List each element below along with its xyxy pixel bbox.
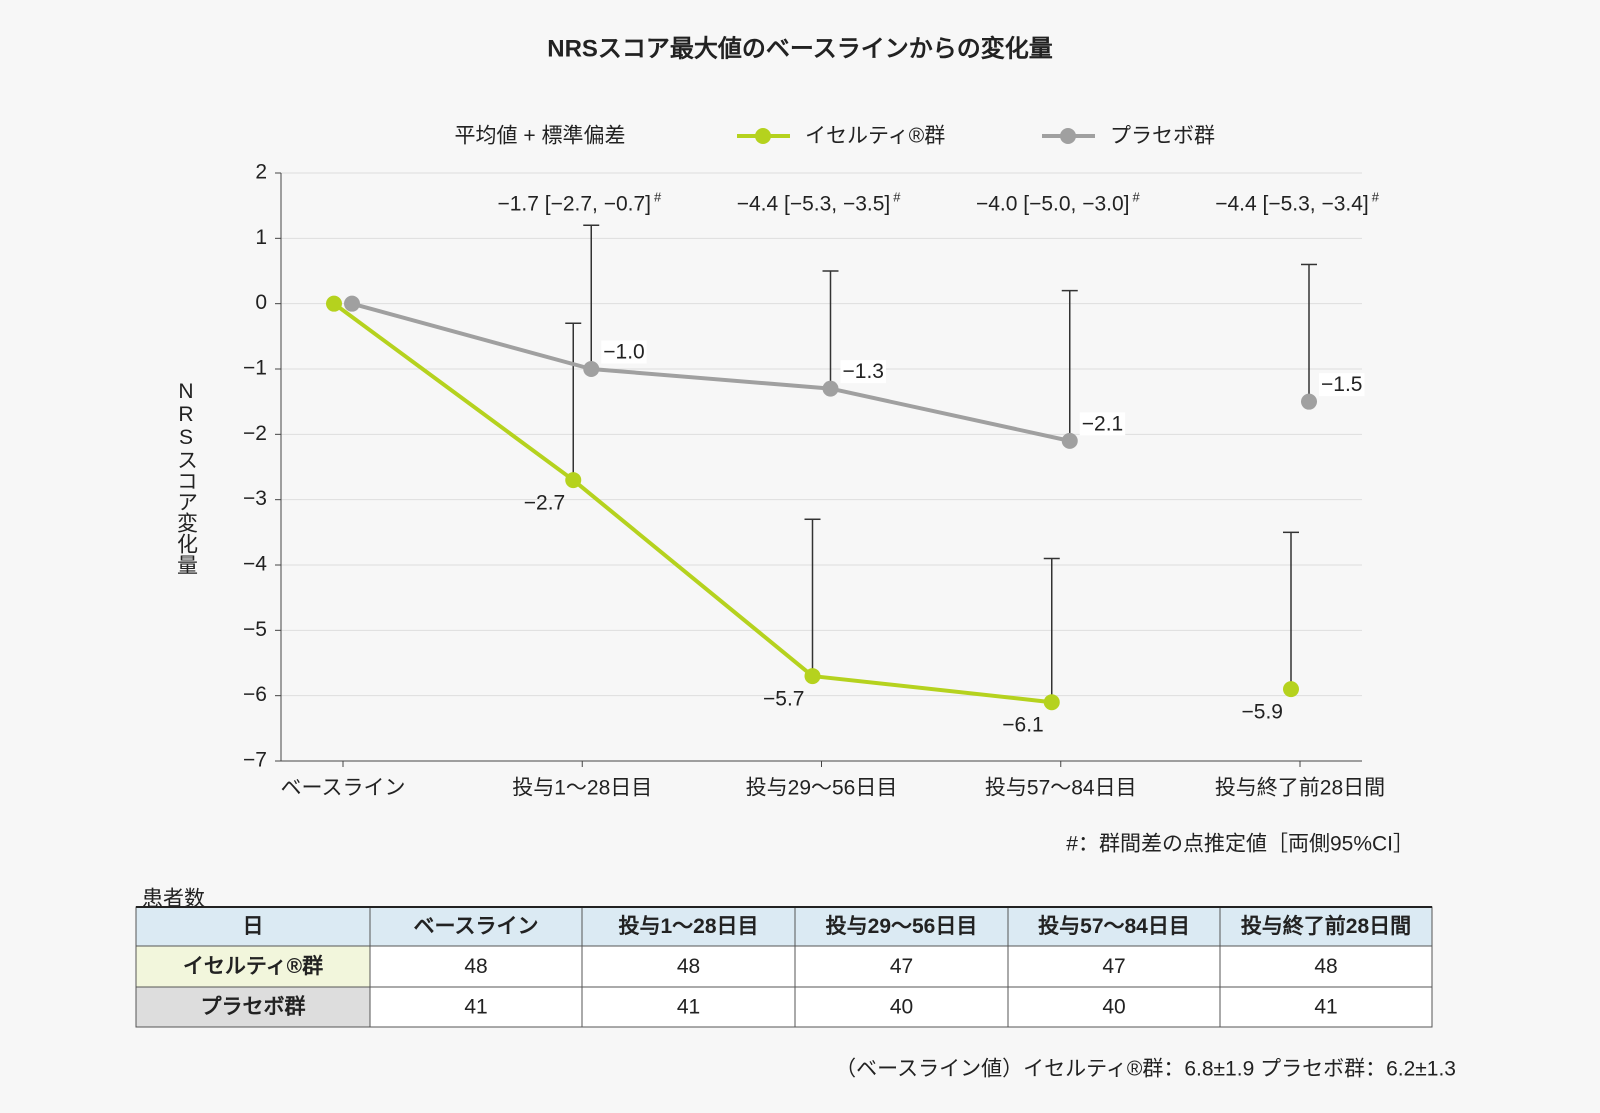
legend-label: プラセボ群: [1110, 125, 1215, 148]
y-tick-label: −6: [243, 683, 267, 706]
table-text: 40: [890, 996, 913, 1019]
series-line: [830, 386, 1071, 443]
table-cell: [794, 986, 1009, 1028]
label-bg: [840, 360, 886, 384]
table-cell: [1219, 945, 1433, 988]
table-text: 47: [890, 955, 913, 978]
y-tick-label: −2: [243, 422, 267, 445]
y-tick-label: −1: [243, 357, 267, 380]
table-text: 41: [1314, 996, 1337, 1019]
legend-note: 平均値 + 標準偏差: [455, 125, 626, 148]
annotation: −4.4 [−5.3, −3.4]: [1215, 193, 1369, 216]
point: [1301, 393, 1317, 410]
table-header: 投与終了前28日間: [1241, 914, 1411, 938]
data-label: −1.0: [603, 341, 644, 364]
table-header: 投与1〜28日目: [618, 914, 758, 938]
footnote: #：群間差の点推定値［両側95%CI］: [1066, 833, 1414, 856]
table-cell: [369, 945, 583, 988]
table-cell: [1219, 986, 1433, 1028]
series-line: [571, 478, 814, 678]
annotation-sup: #: [1133, 189, 1141, 204]
table-header: 投与57〜84日目: [1038, 914, 1190, 938]
table-cell: [581, 906, 796, 947]
table-header: 日: [243, 915, 264, 938]
table-cell: [1219, 906, 1433, 947]
table-cell: [135, 906, 371, 947]
point: [822, 380, 839, 397]
data-label: −2.7: [524, 492, 565, 515]
table-cell: [1007, 986, 1221, 1028]
label-bg: [1079, 412, 1126, 436]
table-cell: [369, 906, 583, 947]
point: [583, 361, 600, 377]
table-text: 41: [464, 996, 487, 1019]
annotation: −4.4 [−5.3, −3.5]: [737, 193, 891, 216]
y-tick-label: −7: [243, 749, 267, 772]
legend-label: イセルティ®群: [805, 125, 945, 148]
data-label: −2.1: [1082, 412, 1123, 435]
table-text: 41: [677, 996, 700, 1019]
label-bg: [601, 340, 647, 364]
annotation-sup: #: [1372, 189, 1380, 204]
table-header: ベースライン: [414, 915, 539, 938]
data-label: −5.9: [1242, 701, 1283, 724]
label-bg: [1319, 373, 1365, 397]
table-text: プラセボ群: [201, 995, 306, 1019]
annotation-sup: #: [893, 189, 901, 204]
table-text: 48: [1314, 955, 1337, 978]
legend-marker: [1060, 128, 1076, 144]
x-tick-label: ベースライン: [281, 777, 406, 800]
y-axis-label: NRSスコア変化量: [174, 380, 198, 575]
series-line: [332, 302, 575, 482]
table-text: 48: [677, 955, 700, 978]
y-tick-label: −4: [243, 553, 267, 576]
table-cell: [581, 986, 796, 1028]
point: [1283, 681, 1299, 698]
point: [1061, 432, 1078, 449]
table-header: 投与29〜56日目: [826, 914, 978, 938]
y-tick-label: 1: [255, 226, 267, 249]
table-text: 48: [464, 955, 487, 978]
point: [804, 668, 821, 685]
note: （ベースライン値）イセルティ®群：6.8±1.9 プラセボ群：6.2±1.3: [835, 1058, 1456, 1081]
x-tick-label: 投与終了前28日間: [1215, 777, 1385, 800]
point: [326, 295, 342, 312]
y-tick-label: 2: [255, 161, 267, 184]
series-line: [351, 301, 592, 371]
table-cell: [1007, 945, 1221, 988]
y-tick-label: −3: [243, 487, 267, 510]
data-label: −1.3: [843, 360, 884, 383]
x-tick-label: 投与29〜56日目: [746, 777, 898, 800]
table-cell: [1007, 906, 1221, 947]
table-cell: [135, 945, 371, 988]
table-caption: 患者数: [142, 888, 205, 911]
table-cell: [135, 986, 371, 1028]
annotation: −1.7 [−2.7, −0.7]: [497, 193, 651, 216]
legend-marker: [755, 128, 771, 144]
x-tick-label: 投与57〜84日目: [985, 777, 1137, 800]
x-tick-label: 投与1〜28日目: [512, 777, 652, 800]
series-line: [812, 674, 1052, 705]
y-tick-label: 0: [255, 291, 267, 314]
data-label: −6.1: [1002, 714, 1043, 737]
chart-title: NRSスコア最大値のベースラインからの変化量: [547, 34, 1052, 62]
data-label: −1.5: [1321, 373, 1362, 396]
annotation: −4.0 [−5.0, −3.0]: [976, 193, 1130, 216]
table-cell: [794, 945, 1009, 988]
point: [344, 295, 360, 312]
data-label: −5.7: [763, 688, 804, 711]
table-text: イセルティ®群: [183, 954, 323, 978]
table-text: 40: [1102, 996, 1125, 1019]
point: [1043, 694, 1060, 711]
y-tick-label: −5: [243, 618, 267, 641]
table-cell: [369, 986, 583, 1028]
table-text: 47: [1102, 955, 1125, 978]
series-line: [591, 367, 831, 391]
table-cell: [581, 945, 796, 988]
point: [565, 472, 582, 489]
annotation-sup: #: [654, 189, 662, 204]
